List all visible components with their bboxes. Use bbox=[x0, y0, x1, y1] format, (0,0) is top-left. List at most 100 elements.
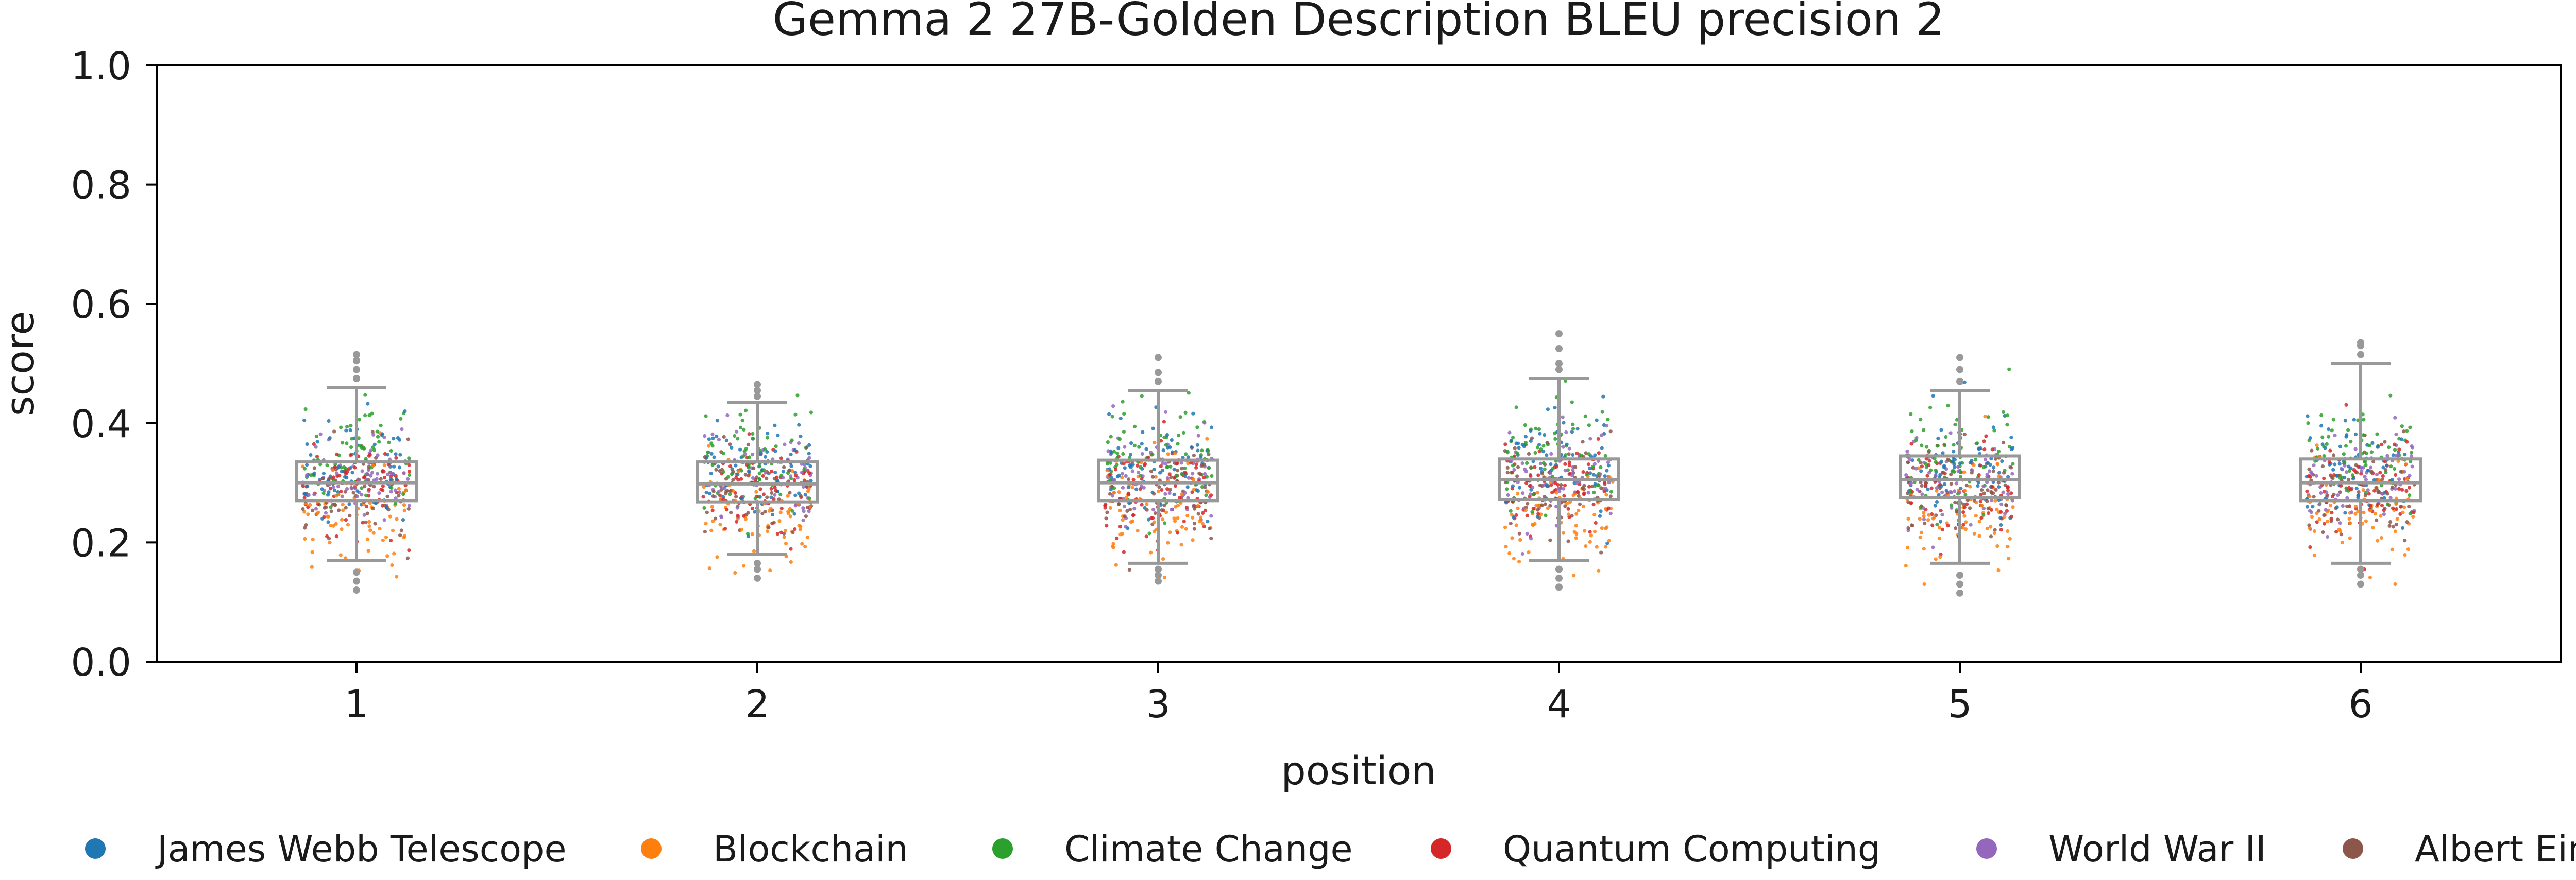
data-point bbox=[1158, 471, 1162, 475]
data-point bbox=[347, 502, 351, 506]
legend-item: Blockchain bbox=[641, 828, 908, 870]
data-point bbox=[338, 553, 343, 557]
data-point bbox=[1151, 426, 1155, 430]
data-point bbox=[2356, 509, 2360, 514]
data-point bbox=[1909, 412, 1913, 416]
data-point bbox=[2344, 403, 2348, 407]
data-point bbox=[798, 527, 802, 531]
data-point bbox=[1523, 435, 1528, 439]
data-point bbox=[1599, 465, 1603, 470]
data-point bbox=[1206, 520, 1210, 524]
data-point bbox=[2397, 477, 2401, 481]
data-point bbox=[1126, 526, 1130, 530]
data-point bbox=[1992, 531, 1996, 536]
data-point bbox=[1984, 457, 1988, 461]
data-point bbox=[1137, 471, 1141, 475]
data-point bbox=[751, 476, 755, 480]
data-point bbox=[1149, 469, 1153, 473]
y-axis-label: score bbox=[0, 311, 43, 416]
data-point bbox=[385, 554, 389, 558]
data-point bbox=[2003, 483, 2007, 487]
data-point bbox=[336, 485, 341, 489]
data-point bbox=[784, 542, 788, 546]
data-point bbox=[2317, 503, 2321, 507]
data-point bbox=[1510, 536, 1514, 540]
data-point bbox=[1949, 482, 1953, 486]
data-point bbox=[1914, 438, 1918, 442]
outlier-point bbox=[1155, 572, 1162, 579]
data-point bbox=[1193, 507, 1197, 511]
data-point bbox=[769, 495, 773, 499]
data-point bbox=[1205, 475, 1209, 479]
data-point bbox=[720, 468, 724, 472]
outlier-point bbox=[2357, 580, 2364, 588]
data-point bbox=[1142, 486, 1146, 490]
data-point bbox=[1173, 484, 1178, 488]
legend: James Webb Telescope Blockchain Climate Ch… bbox=[85, 828, 2576, 870]
data-point bbox=[397, 465, 402, 470]
data-point bbox=[1175, 461, 1179, 465]
data-point bbox=[1103, 506, 1107, 510]
data-point bbox=[1963, 493, 1968, 497]
data-point bbox=[1982, 491, 1986, 495]
data-point bbox=[315, 511, 319, 516]
data-point bbox=[1546, 506, 1550, 510]
data-point bbox=[1129, 465, 1133, 470]
data-point bbox=[1152, 492, 1156, 496]
data-point bbox=[2385, 502, 2390, 506]
data-point bbox=[716, 464, 720, 469]
data-point bbox=[1514, 513, 1518, 517]
data-point bbox=[764, 471, 768, 475]
data-point bbox=[2320, 435, 2325, 439]
data-point bbox=[779, 456, 783, 460]
data-point bbox=[1536, 512, 1540, 516]
data-point bbox=[2322, 454, 2326, 458]
data-point bbox=[1129, 520, 1133, 524]
data-point bbox=[1179, 543, 1183, 547]
data-point bbox=[1586, 462, 1590, 467]
data-point bbox=[311, 538, 315, 542]
data-point bbox=[1108, 492, 1112, 496]
data-point bbox=[1592, 529, 1597, 533]
data-point bbox=[777, 497, 781, 502]
x-tick-label: 5 bbox=[1947, 682, 1972, 727]
data-point bbox=[2384, 471, 2388, 475]
data-point bbox=[2373, 512, 2377, 516]
data-point bbox=[1565, 442, 1569, 446]
data-point bbox=[1918, 517, 1922, 521]
data-point bbox=[2319, 424, 2324, 428]
data-point bbox=[2381, 465, 2385, 470]
data-point bbox=[1198, 515, 1203, 520]
data-point bbox=[2376, 489, 2380, 493]
data-point bbox=[1130, 486, 1134, 490]
data-point bbox=[1968, 506, 1972, 510]
data-point bbox=[382, 518, 386, 522]
data-point bbox=[712, 455, 716, 459]
data-point bbox=[2307, 438, 2311, 442]
data-point bbox=[1160, 469, 1164, 473]
data-point bbox=[394, 456, 398, 460]
outlier-point bbox=[1555, 565, 1563, 573]
data-point bbox=[2337, 462, 2342, 466]
data-point bbox=[1161, 557, 1165, 561]
data-point bbox=[1908, 457, 1912, 461]
data-point bbox=[720, 487, 724, 491]
data-point bbox=[1982, 439, 1986, 443]
data-point bbox=[2407, 486, 2412, 490]
data-point bbox=[1538, 467, 1543, 471]
data-point bbox=[2372, 478, 2376, 482]
data-point bbox=[807, 471, 811, 475]
data-point bbox=[1581, 504, 1586, 508]
data-point bbox=[312, 442, 316, 446]
data-point bbox=[1527, 452, 1531, 456]
data-point bbox=[379, 477, 383, 481]
data-point bbox=[743, 517, 748, 521]
data-point bbox=[797, 491, 801, 495]
data-point bbox=[341, 503, 345, 507]
data-point bbox=[1203, 472, 1207, 476]
data-point bbox=[805, 505, 809, 510]
data-point bbox=[1162, 435, 1166, 440]
data-point bbox=[704, 522, 708, 526]
data-point bbox=[2308, 526, 2312, 530]
data-point bbox=[1563, 469, 1567, 473]
